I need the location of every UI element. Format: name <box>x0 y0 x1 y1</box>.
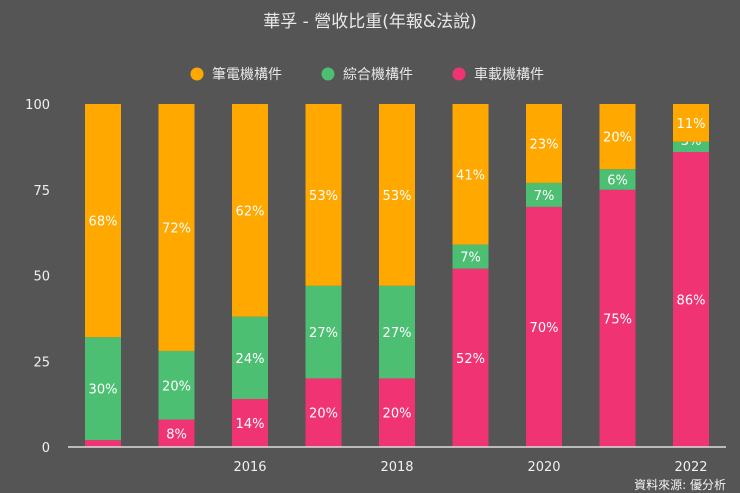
y-axis: 0 25 50 75 100 <box>25 98 50 456</box>
y-tick-label: 0 <box>42 441 50 456</box>
data-label: 20% <box>383 407 412 422</box>
y-tick-label: 75 <box>33 184 50 199</box>
bar-segment <box>158 350 195 420</box>
x-tick-label: 2020 <box>527 460 560 475</box>
bar-segment <box>85 337 121 441</box>
data-label: 30% <box>89 383 118 398</box>
bar-segment <box>232 398 268 447</box>
bar-segment <box>673 104 709 142</box>
data-label: 8% <box>166 427 187 442</box>
legend-label: 綜合機構件 <box>343 67 413 83</box>
bar-segment <box>379 378 415 447</box>
data-label: 20% <box>603 131 632 146</box>
bar-segment <box>232 104 268 317</box>
bar-segment <box>85 440 121 447</box>
bar-group-2016: 14% 24% 62% <box>232 104 268 447</box>
bar-group-2015: 8% 20% 72% <box>158 104 195 447</box>
bar-segment <box>452 244 489 269</box>
bar-segment <box>452 268 489 447</box>
data-label: 70% <box>530 321 559 336</box>
data-label: 7% <box>460 251 481 266</box>
data-label: 62% <box>236 204 265 219</box>
data-label: 27% <box>309 326 338 341</box>
bar-segment <box>599 189 636 447</box>
data-label: 23% <box>530 137 559 152</box>
bar-group-2018: 20% 27% 53% <box>379 104 415 447</box>
bar-segment <box>305 378 342 447</box>
legend-marker <box>190 67 204 81</box>
legend-marker <box>321 67 335 81</box>
bar-group-2019: 52% 7% 41% <box>452 104 489 447</box>
data-label: 75% <box>603 312 632 327</box>
data-label: 7% <box>534 189 555 204</box>
data-label: 11% <box>677 117 706 132</box>
x-tick-label: 2018 <box>380 460 413 475</box>
bar-segment <box>526 206 562 447</box>
data-label: 41% <box>456 168 485 183</box>
data-label: 27% <box>383 326 412 341</box>
bar-segment <box>673 152 709 447</box>
bar-segment <box>452 104 489 245</box>
bar-segment <box>158 419 195 447</box>
legend-marker <box>452 67 466 81</box>
bar-group-2017: 20% 27% 53% <box>305 104 342 447</box>
bar-segment <box>305 104 342 286</box>
data-label: 52% <box>456 352 485 367</box>
data-label: 24% <box>236 352 265 367</box>
bar-segment <box>599 104 636 170</box>
data-label: 68% <box>89 215 118 230</box>
bar-segment <box>526 182 562 207</box>
x-tick-label: 2016 <box>233 460 266 475</box>
y-tick-label: 25 <box>33 355 50 370</box>
bar-segment <box>85 104 121 338</box>
bar-segment <box>379 285 415 379</box>
source-note: 資料來源: 優分析 <box>634 478 726 492</box>
x-axis: 2016 2018 2020 2022 <box>233 460 707 475</box>
x-tick-label: 2022 <box>674 460 707 475</box>
data-label: 53% <box>309 189 338 204</box>
data-label: 14% <box>236 417 265 432</box>
bars: 2%30%68%8%20%72%14%24%62%20%27%53%20%27%… <box>85 104 709 447</box>
data-label: 86% <box>677 294 706 309</box>
y-tick-label: 100 <box>25 98 50 113</box>
data-label: 72% <box>162 221 191 236</box>
legend-label: 車載機構件 <box>474 66 544 83</box>
bar-segment <box>305 285 342 379</box>
bar-segment <box>232 316 268 399</box>
data-label: 53% <box>383 189 412 204</box>
legend-label: 筆電機構件 <box>212 67 282 83</box>
bar-segment <box>599 169 636 190</box>
bar-segment <box>673 141 709 153</box>
bar-group-2020: 70% 7% 23% <box>526 104 562 447</box>
bar-segment <box>379 104 415 286</box>
bar-segment <box>526 104 562 183</box>
bar-group-2021: 75% 6% 20% <box>599 104 636 447</box>
bar-group-2014: 2%30%68% <box>85 104 121 447</box>
bar-group-2022: 86%3%11% <box>673 104 709 447</box>
bar-segment <box>158 104 195 351</box>
legend: 筆電機構件 綜合機構件 車載機構件 <box>190 66 544 83</box>
data-label: 6% <box>607 173 628 188</box>
chart-title: 華孚 - 營收比重(年報&法說) <box>263 12 476 32</box>
y-tick-label: 50 <box>33 270 50 285</box>
data-label: 20% <box>309 407 338 422</box>
data-label: 20% <box>162 379 191 394</box>
